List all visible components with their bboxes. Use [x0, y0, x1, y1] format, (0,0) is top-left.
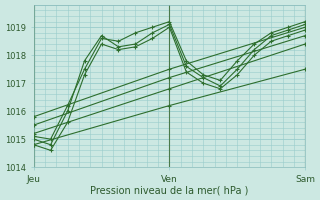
X-axis label: Pression niveau de la mer( hPa ): Pression niveau de la mer( hPa )	[90, 185, 249, 195]
